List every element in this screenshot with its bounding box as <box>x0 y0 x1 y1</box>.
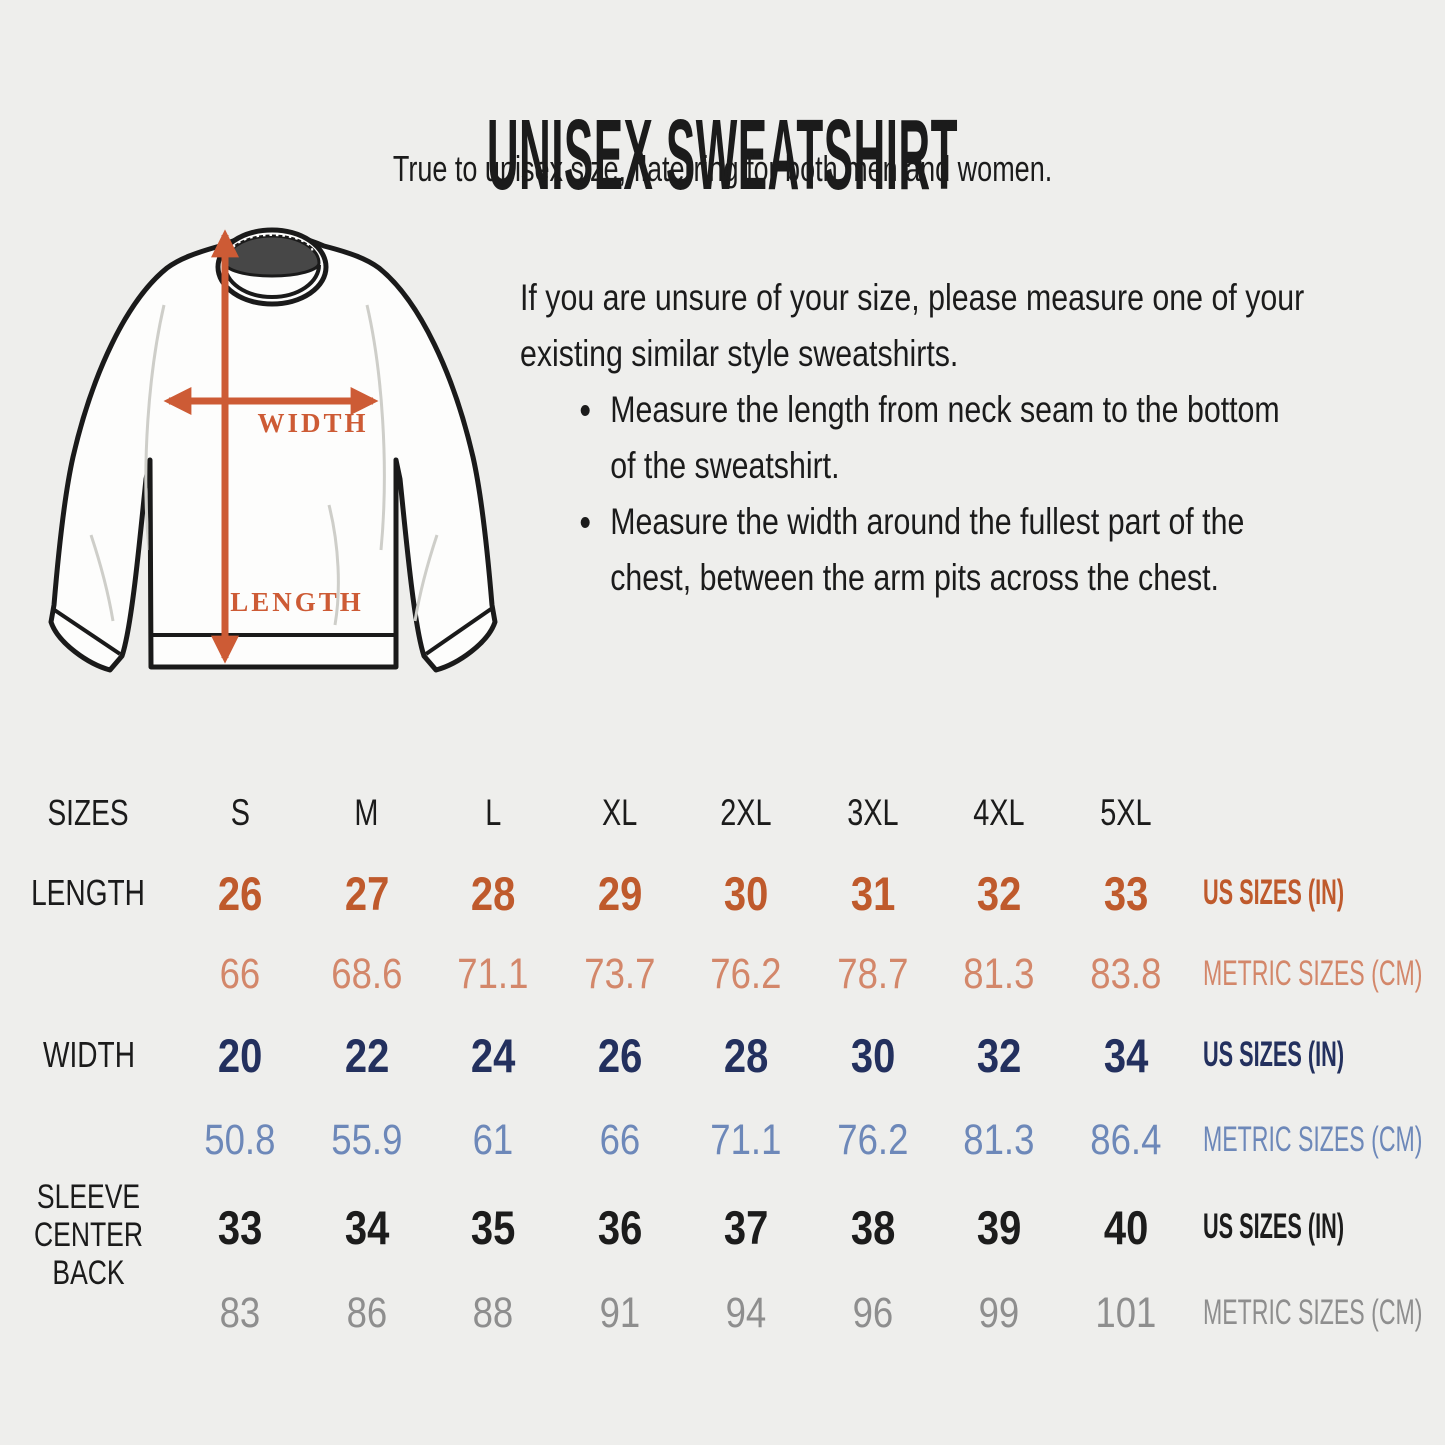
width-label: WIDTH <box>257 408 368 438</box>
table-cell: 66 <box>219 949 261 998</box>
table-cell: 78.7 <box>837 949 909 998</box>
measuring-instructions: If you are unsure of your size, please m… <box>520 270 1412 606</box>
table-cell: 71.1 <box>457 949 529 998</box>
table-cell: 29 <box>597 866 642 920</box>
instruction-intro-line-2: existing similar style sweatshirts. <box>520 333 959 374</box>
table-cell: 26 <box>218 866 263 920</box>
table-cell: 39 <box>977 1200 1022 1254</box>
sweatshirt-body-outline <box>48 231 498 673</box>
table-cell: 73.7 <box>584 949 656 998</box>
table-cell: 33 <box>218 1200 263 1254</box>
table-cell: 28 <box>724 1028 769 1082</box>
seam-lines <box>51 459 493 656</box>
unit-label-metric-cm: METRIC SIZES (CM) <box>1203 1120 1423 1159</box>
size-col-l: L <box>485 792 502 833</box>
row-label-length: LENGTH <box>31 872 146 913</box>
table-row-sleeve-metric: 83 86 88 91 94 96 99 101 METRIC SIZES (C… <box>0 1283 1445 1343</box>
table-cell: 55.9 <box>331 1115 403 1164</box>
table-cell: 40 <box>1103 1200 1148 1254</box>
unit-label-metric-cm: METRIC SIZES (CM) <box>1203 954 1423 993</box>
table-cell: 76.2 <box>710 949 782 998</box>
row-label-sleeve-center-back: SLEEVE CENTER BACK <box>33 1178 144 1292</box>
unit-label-us-in: US SIZES (IN) <box>1203 1207 1345 1246</box>
table-row-length-us: LENGTH 26 27 28 29 30 31 32 33 US SIZES … <box>0 863 1445 923</box>
size-col-5xl: 5XL <box>1100 792 1152 833</box>
table-cell: 35 <box>471 1200 516 1254</box>
table-cell: 22 <box>344 1028 389 1082</box>
table-cell: 33 <box>1103 866 1148 920</box>
table-row-sleeve-us: 33 34 35 36 37 38 39 40 US SIZES (IN) <box>0 1197 1445 1257</box>
table-row-width-us: WIDTH 20 22 24 26 28 30 32 34 US SIZES (… <box>0 1025 1445 1085</box>
sizes-header-label: SIZES <box>47 792 130 833</box>
row-label-width: WIDTH <box>42 1034 135 1075</box>
table-header-row: SIZES S M L XL 2XL 3XL 4XL 5XL <box>0 783 1445 843</box>
size-col-2xl: 2XL <box>720 792 772 833</box>
length-label: LENGTH <box>230 587 364 617</box>
size-col-xl: XL <box>602 792 638 833</box>
page-subtitle: True to unisex size, flaterring for both… <box>0 148 1445 190</box>
page-title-text: UNISEX SWEATSHIRT <box>486 99 959 211</box>
table-cell: 36 <box>597 1200 642 1254</box>
size-col-m: M <box>354 792 379 833</box>
table-cell: 61 <box>472 1115 514 1164</box>
table-cell: 30 <box>850 1028 895 1082</box>
table-cell: 37 <box>724 1200 769 1254</box>
table-cell: 91 <box>599 1288 641 1337</box>
unit-label-us-in: US SIZES (IN) <box>1203 1035 1345 1074</box>
table-cell: 34 <box>1103 1028 1148 1082</box>
table-cell: 28 <box>471 866 516 920</box>
table-cell: 83 <box>219 1288 261 1337</box>
fold-lines <box>89 304 439 626</box>
table-cell: 34 <box>344 1200 389 1254</box>
table-cell: 32 <box>977 1028 1022 1082</box>
table-cell: 32 <box>977 866 1022 920</box>
size-col-s: S <box>230 792 250 833</box>
unit-label-metric-cm: METRIC SIZES (CM) <box>1203 1293 1423 1332</box>
sweatshirt-diagram: WIDTH LENGTH <box>48 227 498 673</box>
page-subtitle-text: True to unisex size, flaterring for both… <box>392 148 1053 189</box>
table-cell: 86.4 <box>1090 1115 1162 1164</box>
table-cell: 76.2 <box>837 1115 909 1164</box>
size-col-3xl: 3XL <box>847 792 899 833</box>
table-cell: 86 <box>346 1288 388 1337</box>
table-cell: 27 <box>344 866 389 920</box>
unit-label-us-in: US SIZES (IN) <box>1203 873 1345 912</box>
table-cell: 30 <box>724 866 769 920</box>
table-cell: 99 <box>978 1288 1020 1337</box>
size-col-4xl: 4XL <box>973 792 1025 833</box>
table-cell: 68.6 <box>331 949 403 998</box>
table-cell: 71.1 <box>710 1115 782 1164</box>
table-row-length-metric: 66 68.6 71.1 73.7 76.2 78.7 81.3 83.8 ME… <box>0 944 1445 1004</box>
instruction-bullet-length: Measure the length from neck seam to the… <box>520 382 1412 494</box>
table-row-width-metric: 50.8 55.9 61 66 71.1 76.2 81.3 86.4 METR… <box>0 1110 1445 1170</box>
table-cell: 24 <box>471 1028 516 1082</box>
table-cell: 26 <box>597 1028 642 1082</box>
table-cell: 96 <box>852 1288 894 1337</box>
table-cell: 81.3 <box>963 1115 1035 1164</box>
table-cell: 31 <box>850 866 895 920</box>
table-cell: 66 <box>599 1115 641 1164</box>
instruction-intro-line-1: If you are unsure of your size, please m… <box>520 277 1305 318</box>
table-cell: 101 <box>1095 1288 1157 1337</box>
table-cell: 38 <box>850 1200 895 1254</box>
page-title: UNISEX SWEATSHIRT <box>0 103 1445 208</box>
table-cell: 20 <box>218 1028 263 1082</box>
table-cell: 88 <box>472 1288 514 1337</box>
table-cell: 94 <box>725 1288 767 1337</box>
table-cell: 50.8 <box>204 1115 276 1164</box>
collar-back-rib <box>223 234 321 278</box>
table-cell: 81.3 <box>963 949 1035 998</box>
table-cell: 83.8 <box>1090 949 1162 998</box>
instruction-bullet-width: Measure the width around the fullest par… <box>520 494 1412 606</box>
